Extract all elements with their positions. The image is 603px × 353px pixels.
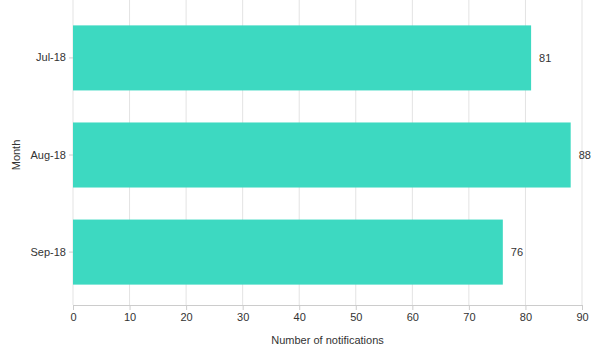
y-tick-mark xyxy=(69,57,73,58)
y-tick: Aug-18 xyxy=(31,149,73,161)
y-tick-mark xyxy=(69,155,73,156)
y-tick-label: Sep-18 xyxy=(31,246,66,258)
x-tick: 30 xyxy=(237,305,249,323)
data-label: 88 xyxy=(579,149,591,161)
x-tick-mark xyxy=(412,305,413,310)
x-tick: 0 xyxy=(70,305,76,323)
x-tick-label: 30 xyxy=(237,311,249,323)
bar xyxy=(73,122,571,187)
x-tick-mark xyxy=(243,305,244,310)
y-axis: Jul-18 Aug-18 Sep-18 xyxy=(31,6,74,306)
x-axis-line xyxy=(74,306,583,311)
x-axis: 0 10 20 30 40 50 60 70 80 90 xyxy=(70,305,588,323)
x-tick: 70 xyxy=(463,305,475,323)
y-axis-title: Month xyxy=(10,140,22,171)
x-tick-label: 90 xyxy=(576,311,588,323)
x-tick-mark xyxy=(525,305,526,310)
x-tick: 40 xyxy=(294,305,306,323)
x-tick-label: 20 xyxy=(180,311,192,323)
x-tick: 60 xyxy=(407,305,419,323)
x-tick-label: 0 xyxy=(70,311,76,323)
x-tick: 80 xyxy=(520,305,532,323)
x-tick-label: 80 xyxy=(520,311,532,323)
data-labels: 81 88 76 xyxy=(511,52,591,258)
x-axis-title: Number of notifications xyxy=(271,334,384,346)
x-tick: 20 xyxy=(180,305,192,323)
x-tick-mark xyxy=(130,305,131,310)
grid xyxy=(73,0,582,305)
x-tick: 90 xyxy=(576,305,588,323)
x-tick-mark xyxy=(73,305,74,310)
x-tick-label: 50 xyxy=(350,311,362,323)
x-tick-mark xyxy=(582,305,583,310)
data-label: 81 xyxy=(539,52,551,64)
x-tick-mark xyxy=(186,305,187,310)
x-tick-label: 70 xyxy=(463,311,475,323)
bar xyxy=(73,25,531,90)
y-tick-mark xyxy=(69,252,73,253)
x-tick-label: 10 xyxy=(124,311,136,323)
y-tick: Sep-18 xyxy=(31,246,73,258)
x-tick-mark xyxy=(356,305,357,310)
x-tick-mark xyxy=(299,305,300,310)
x-tick-label: 60 xyxy=(407,311,419,323)
y-tick: Jul-18 xyxy=(36,51,73,63)
y-axis-line xyxy=(69,6,74,306)
bars xyxy=(73,25,571,284)
x-tick-label: 40 xyxy=(294,311,306,323)
y-tick-label: Jul-18 xyxy=(36,51,66,63)
x-tick-mark xyxy=(469,305,470,310)
y-tick-label: Aug-18 xyxy=(31,149,66,161)
x-tick: 10 xyxy=(124,305,136,323)
x-tick: 50 xyxy=(350,305,362,323)
data-label: 76 xyxy=(511,246,523,258)
plot: 81 88 76 0 10 20 30 40 50 60 70 80 90 Jul-18 Aug-18 Sep… xyxy=(31,0,591,323)
chart: 81 88 76 0 10 20 30 40 50 60 70 80 90 Jul-18 Aug-18 Sep… xyxy=(0,0,603,353)
bar xyxy=(73,220,503,285)
